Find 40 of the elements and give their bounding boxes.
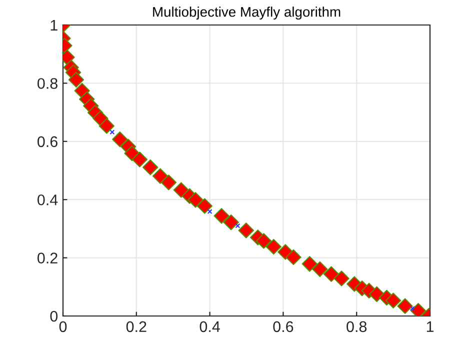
point xyxy=(110,130,115,135)
point xyxy=(173,182,190,198)
point xyxy=(235,223,240,228)
y-tick-label: 0.4 xyxy=(38,194,58,206)
point xyxy=(214,208,230,224)
y-tick-label: 0 xyxy=(50,310,58,322)
x-tick-label: 0.2 xyxy=(126,321,146,332)
point xyxy=(223,214,239,230)
chart-title: Multiobjective Mayfly algorithm xyxy=(153,6,340,20)
point xyxy=(152,168,168,184)
point xyxy=(132,152,148,168)
point xyxy=(98,118,115,134)
point xyxy=(368,286,385,302)
point xyxy=(68,72,84,88)
point xyxy=(334,270,350,286)
x-tick-label: 0.4 xyxy=(200,321,220,332)
point xyxy=(256,233,272,249)
point xyxy=(266,238,282,255)
point xyxy=(410,306,415,311)
point xyxy=(112,132,128,148)
point xyxy=(238,222,254,238)
point xyxy=(207,209,212,214)
y-tick-label: 0.6 xyxy=(38,136,58,148)
point xyxy=(323,266,340,282)
x-tick-label: 0.6 xyxy=(273,321,294,332)
point xyxy=(302,256,318,272)
point xyxy=(385,292,402,308)
y-tick-label: 0.2 xyxy=(38,252,58,264)
point xyxy=(397,298,413,314)
x-tick-label: 0.8 xyxy=(346,321,367,332)
point xyxy=(142,159,158,176)
y-tick-label: 0.8 xyxy=(38,78,58,89)
point xyxy=(196,198,212,214)
y-tick-label: 1 xyxy=(50,20,58,31)
point xyxy=(286,249,302,266)
x-tick-label: 0 xyxy=(59,321,67,332)
point xyxy=(312,261,328,277)
point xyxy=(188,192,204,208)
x-tick-label: 1 xyxy=(426,321,434,332)
point xyxy=(160,174,177,190)
